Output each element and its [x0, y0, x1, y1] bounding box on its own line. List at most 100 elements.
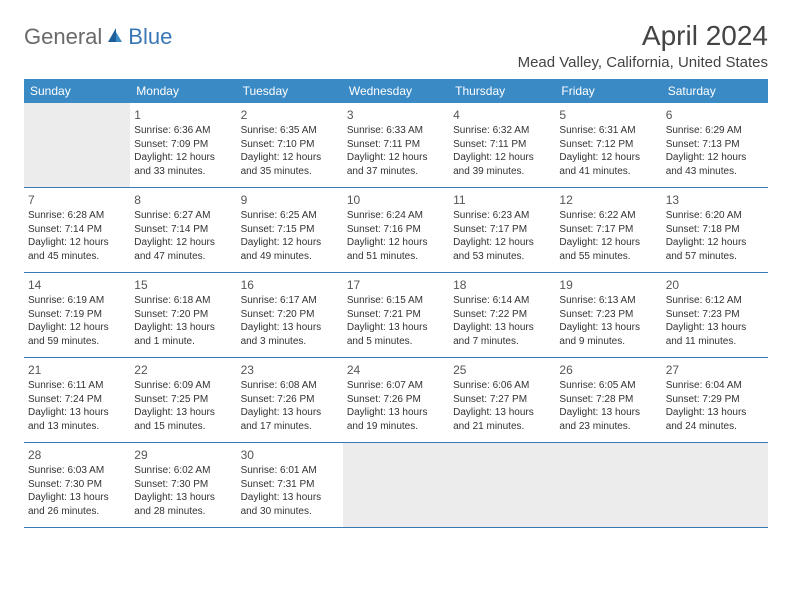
day-number: 7 — [28, 192, 125, 208]
daylight-text: Daylight: 13 hours — [453, 406, 550, 420]
daylight-text: and 55 minutes. — [559, 250, 656, 264]
daylight-text: Daylight: 13 hours — [241, 321, 338, 335]
daylight-text: and 23 minutes. — [559, 420, 656, 434]
day-number: 11 — [453, 192, 550, 208]
dow-friday: Friday — [555, 79, 661, 103]
daylight-text: Daylight: 13 hours — [347, 406, 444, 420]
daylight-text: and 45 minutes. — [28, 250, 125, 264]
daylight-text: and 37 minutes. — [347, 165, 444, 179]
week-row: 21Sunrise: 6:11 AMSunset: 7:24 PMDayligh… — [24, 358, 768, 443]
daylight-text: Daylight: 12 hours — [28, 321, 125, 335]
daylight-text: and 15 minutes. — [134, 420, 231, 434]
sunrise-text: Sunrise: 6:18 AM — [134, 294, 231, 308]
daylight-text: Daylight: 13 hours — [347, 321, 444, 335]
sunset-text: Sunset: 7:19 PM — [28, 308, 125, 322]
daylight-text: and 13 minutes. — [28, 420, 125, 434]
daylight-text: and 5 minutes. — [347, 335, 444, 349]
daylight-text: and 1 minute. — [134, 335, 231, 349]
daylight-text: Daylight: 12 hours — [347, 151, 444, 165]
day-cell-empty — [24, 103, 130, 187]
day-number: 29 — [134, 447, 231, 463]
daylight-text: Daylight: 12 hours — [453, 151, 550, 165]
sunset-text: Sunset: 7:18 PM — [666, 223, 763, 237]
sunrise-text: Sunrise: 6:31 AM — [559, 124, 656, 138]
day-cell: 11Sunrise: 6:23 AMSunset: 7:17 PMDayligh… — [449, 188, 555, 272]
day-cell: 23Sunrise: 6:08 AMSunset: 7:26 PMDayligh… — [237, 358, 343, 442]
sunset-text: Sunset: 7:13 PM — [666, 138, 763, 152]
sunset-text: Sunset: 7:21 PM — [347, 308, 444, 322]
sunset-text: Sunset: 7:30 PM — [28, 478, 125, 492]
sunrise-text: Sunrise: 6:17 AM — [241, 294, 338, 308]
sunset-text: Sunset: 7:20 PM — [241, 308, 338, 322]
logo-text-blue: Blue — [128, 24, 172, 50]
daylight-text: Daylight: 12 hours — [347, 236, 444, 250]
sunset-text: Sunset: 7:28 PM — [559, 393, 656, 407]
sunrise-text: Sunrise: 6:12 AM — [666, 294, 763, 308]
sunrise-text: Sunrise: 6:22 AM — [559, 209, 656, 223]
day-cell: 25Sunrise: 6:06 AMSunset: 7:27 PMDayligh… — [449, 358, 555, 442]
sunrise-text: Sunrise: 6:19 AM — [28, 294, 125, 308]
day-cell: 13Sunrise: 6:20 AMSunset: 7:18 PMDayligh… — [662, 188, 768, 272]
day-cell-empty — [555, 443, 661, 527]
day-cell: 27Sunrise: 6:04 AMSunset: 7:29 PMDayligh… — [662, 358, 768, 442]
sunset-text: Sunset: 7:15 PM — [241, 223, 338, 237]
sunset-text: Sunset: 7:26 PM — [347, 393, 444, 407]
sunrise-text: Sunrise: 6:15 AM — [347, 294, 444, 308]
day-number: 19 — [559, 277, 656, 293]
day-cell: 5Sunrise: 6:31 AMSunset: 7:12 PMDaylight… — [555, 103, 661, 187]
sunrise-text: Sunrise: 6:25 AM — [241, 209, 338, 223]
day-cell: 17Sunrise: 6:15 AMSunset: 7:21 PMDayligh… — [343, 273, 449, 357]
day-cell: 29Sunrise: 6:02 AMSunset: 7:30 PMDayligh… — [130, 443, 236, 527]
week-row: 28Sunrise: 6:03 AMSunset: 7:30 PMDayligh… — [24, 443, 768, 528]
day-cell: 8Sunrise: 6:27 AMSunset: 7:14 PMDaylight… — [130, 188, 236, 272]
day-cell: 4Sunrise: 6:32 AMSunset: 7:11 PMDaylight… — [449, 103, 555, 187]
sunrise-text: Sunrise: 6:03 AM — [28, 464, 125, 478]
day-number: 6 — [666, 107, 763, 123]
day-number: 18 — [453, 277, 550, 293]
sunset-text: Sunset: 7:30 PM — [134, 478, 231, 492]
daylight-text: and 30 minutes. — [241, 505, 338, 519]
sunset-text: Sunset: 7:11 PM — [453, 138, 550, 152]
day-number: 5 — [559, 107, 656, 123]
daylight-text: and 43 minutes. — [666, 165, 763, 179]
daylight-text: and 21 minutes. — [453, 420, 550, 434]
daylight-text: and 47 minutes. — [134, 250, 231, 264]
dow-monday: Monday — [130, 79, 236, 103]
sunset-text: Sunset: 7:29 PM — [666, 393, 763, 407]
sunset-text: Sunset: 7:20 PM — [134, 308, 231, 322]
day-number: 15 — [134, 277, 231, 293]
sunrise-text: Sunrise: 6:05 AM — [559, 379, 656, 393]
sunrise-text: Sunrise: 6:06 AM — [453, 379, 550, 393]
day-number: 30 — [241, 447, 338, 463]
day-cell: 12Sunrise: 6:22 AMSunset: 7:17 PMDayligh… — [555, 188, 661, 272]
daylight-text: and 57 minutes. — [666, 250, 763, 264]
daylight-text: and 35 minutes. — [241, 165, 338, 179]
daylight-text: Daylight: 13 hours — [241, 491, 338, 505]
day-number: 1 — [134, 107, 231, 123]
day-number: 25 — [453, 362, 550, 378]
day-number: 27 — [666, 362, 763, 378]
dow-wednesday: Wednesday — [343, 79, 449, 103]
calendar-page: General Blue April 2024 Mead Valley, Cal… — [0, 0, 792, 548]
daylight-text: and 41 minutes. — [559, 165, 656, 179]
sunset-text: Sunset: 7:22 PM — [453, 308, 550, 322]
sunrise-text: Sunrise: 6:01 AM — [241, 464, 338, 478]
daylight-text: and 53 minutes. — [453, 250, 550, 264]
sunrise-text: Sunrise: 6:14 AM — [453, 294, 550, 308]
sunrise-text: Sunrise: 6:35 AM — [241, 124, 338, 138]
daylight-text: Daylight: 13 hours — [241, 406, 338, 420]
sunset-text: Sunset: 7:25 PM — [134, 393, 231, 407]
daylight-text: Daylight: 13 hours — [134, 321, 231, 335]
sunrise-text: Sunrise: 6:32 AM — [453, 124, 550, 138]
day-of-week-header: Sunday Monday Tuesday Wednesday Thursday… — [24, 79, 768, 103]
day-number: 4 — [453, 107, 550, 123]
sunrise-text: Sunrise: 6:08 AM — [241, 379, 338, 393]
sunset-text: Sunset: 7:17 PM — [559, 223, 656, 237]
sunrise-text: Sunrise: 6:29 AM — [666, 124, 763, 138]
daylight-text: and 59 minutes. — [28, 335, 125, 349]
daylight-text: and 51 minutes. — [347, 250, 444, 264]
day-cell: 2Sunrise: 6:35 AMSunset: 7:10 PMDaylight… — [237, 103, 343, 187]
daylight-text: Daylight: 13 hours — [28, 491, 125, 505]
sunrise-text: Sunrise: 6:11 AM — [28, 379, 125, 393]
day-cell: 19Sunrise: 6:13 AMSunset: 7:23 PMDayligh… — [555, 273, 661, 357]
